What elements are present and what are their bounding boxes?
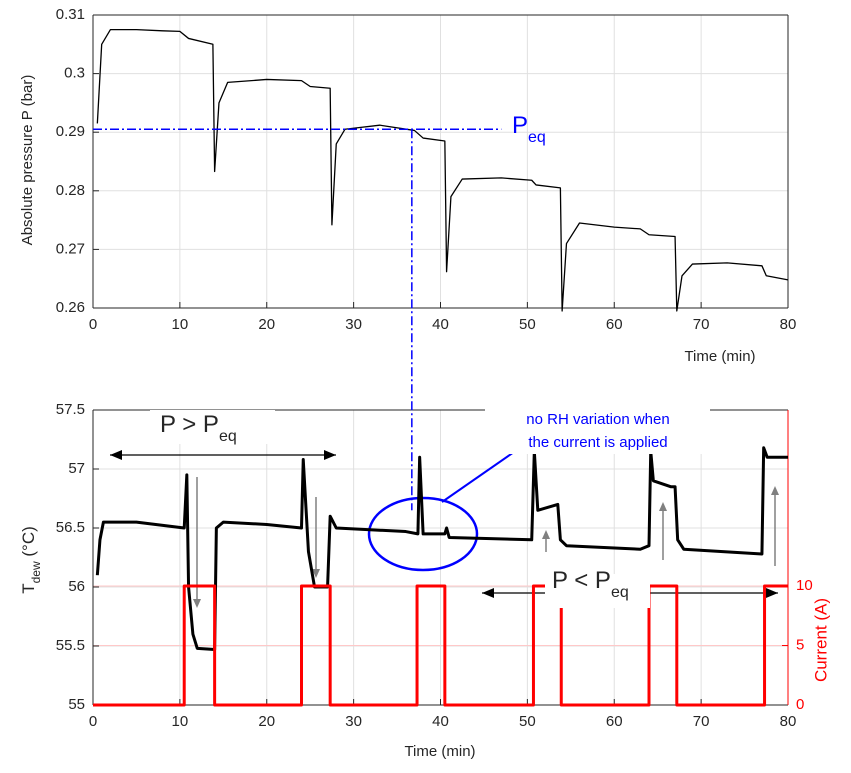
y-tick-label: 56.5 bbox=[56, 519, 85, 536]
x-tick-label: 30 bbox=[345, 316, 362, 333]
y-tick-label: 0.31 bbox=[56, 6, 85, 23]
x-tick-label: 50 bbox=[519, 713, 536, 730]
y-tick-label: 0.3 bbox=[64, 65, 85, 82]
y-tick-label: 56 bbox=[68, 578, 85, 595]
x-tick-label: 10 bbox=[172, 316, 189, 333]
label-main: T bbox=[19, 583, 38, 593]
label-bg bbox=[150, 410, 275, 444]
label-subscript: eq bbox=[611, 584, 629, 601]
data-line bbox=[95, 446, 788, 652]
gray-arrow-head bbox=[659, 502, 667, 511]
x-tick-label: 40 bbox=[432, 316, 449, 333]
label-bg bbox=[485, 408, 710, 454]
x-tick-label: 70 bbox=[693, 713, 710, 730]
y-tick-label: 57.5 bbox=[56, 401, 85, 418]
x-tick-label: 20 bbox=[258, 713, 275, 730]
label-subscript: eq bbox=[528, 129, 546, 146]
gray-arrow-head bbox=[771, 486, 779, 495]
x-tick-label: 20 bbox=[258, 316, 275, 333]
x-tick-label: 30 bbox=[345, 713, 362, 730]
x-tick-label: 0 bbox=[89, 713, 97, 730]
label-bg bbox=[545, 574, 650, 608]
x-tick-label: 60 bbox=[606, 713, 623, 730]
y2-tick-label: 10 bbox=[796, 577, 813, 594]
y2-tick-label: 0 bbox=[796, 696, 804, 713]
y-tick-label: 57 bbox=[68, 460, 85, 477]
y-axis-label: Tdew (°C) bbox=[19, 526, 43, 594]
x-tick-label: 50 bbox=[519, 316, 536, 333]
x-tick-label: 0 bbox=[89, 316, 97, 333]
x-axis-label: Time (min) bbox=[404, 743, 475, 760]
y-tick-label: 55 bbox=[68, 696, 85, 713]
y-tick-label: 0.29 bbox=[56, 123, 85, 140]
peq-label: Peq bbox=[512, 112, 546, 146]
annotation: the current is applied bbox=[528, 434, 667, 451]
data-line bbox=[93, 584, 788, 707]
plot-area: 0 10 20 30 40 50 60 70 800.260.270.280.290.30.31… bbox=[56, 6, 813, 730]
gray-arrow-head bbox=[193, 599, 201, 608]
y-axis-label: Absolute pressure P (bar) bbox=[19, 75, 36, 246]
x-tick-label: 70 bbox=[693, 316, 710, 333]
data-line bbox=[96, 29, 789, 312]
label-subscript: dew bbox=[29, 561, 43, 583]
x-axis-label: Time (min) bbox=[684, 348, 755, 365]
y-tick-label: 0.27 bbox=[56, 240, 85, 257]
x-tick-label: 80 bbox=[780, 316, 797, 333]
label-main: P bbox=[512, 112, 528, 139]
y-tick-label: 55.5 bbox=[56, 637, 85, 654]
annotation-shapes bbox=[110, 450, 779, 608]
gray-arrow-head bbox=[312, 569, 320, 578]
annotation: P > Peq bbox=[160, 411, 237, 445]
label-subscript: eq bbox=[219, 428, 237, 445]
x-tick-label: 60 bbox=[606, 316, 623, 333]
annotation: P < Peq bbox=[552, 567, 629, 601]
label-main: P > P bbox=[160, 411, 219, 438]
x-tick-label: 40 bbox=[432, 713, 449, 730]
y2-tick-label: 5 bbox=[796, 636, 804, 653]
annotation: no RH variation when bbox=[526, 411, 669, 428]
x-tick-label: 80 bbox=[780, 713, 797, 730]
y2-axis-label: Current (A) bbox=[811, 598, 830, 682]
y-tick-label: 0.28 bbox=[56, 182, 85, 199]
y-tick-label: 0.26 bbox=[56, 299, 85, 316]
label-suffix: (°C) bbox=[19, 526, 38, 561]
callout-line bbox=[441, 451, 515, 503]
x-tick-label: 10 bbox=[172, 713, 189, 730]
label-main: P < P bbox=[552, 567, 611, 594]
gray-arrow-head bbox=[542, 530, 550, 539]
